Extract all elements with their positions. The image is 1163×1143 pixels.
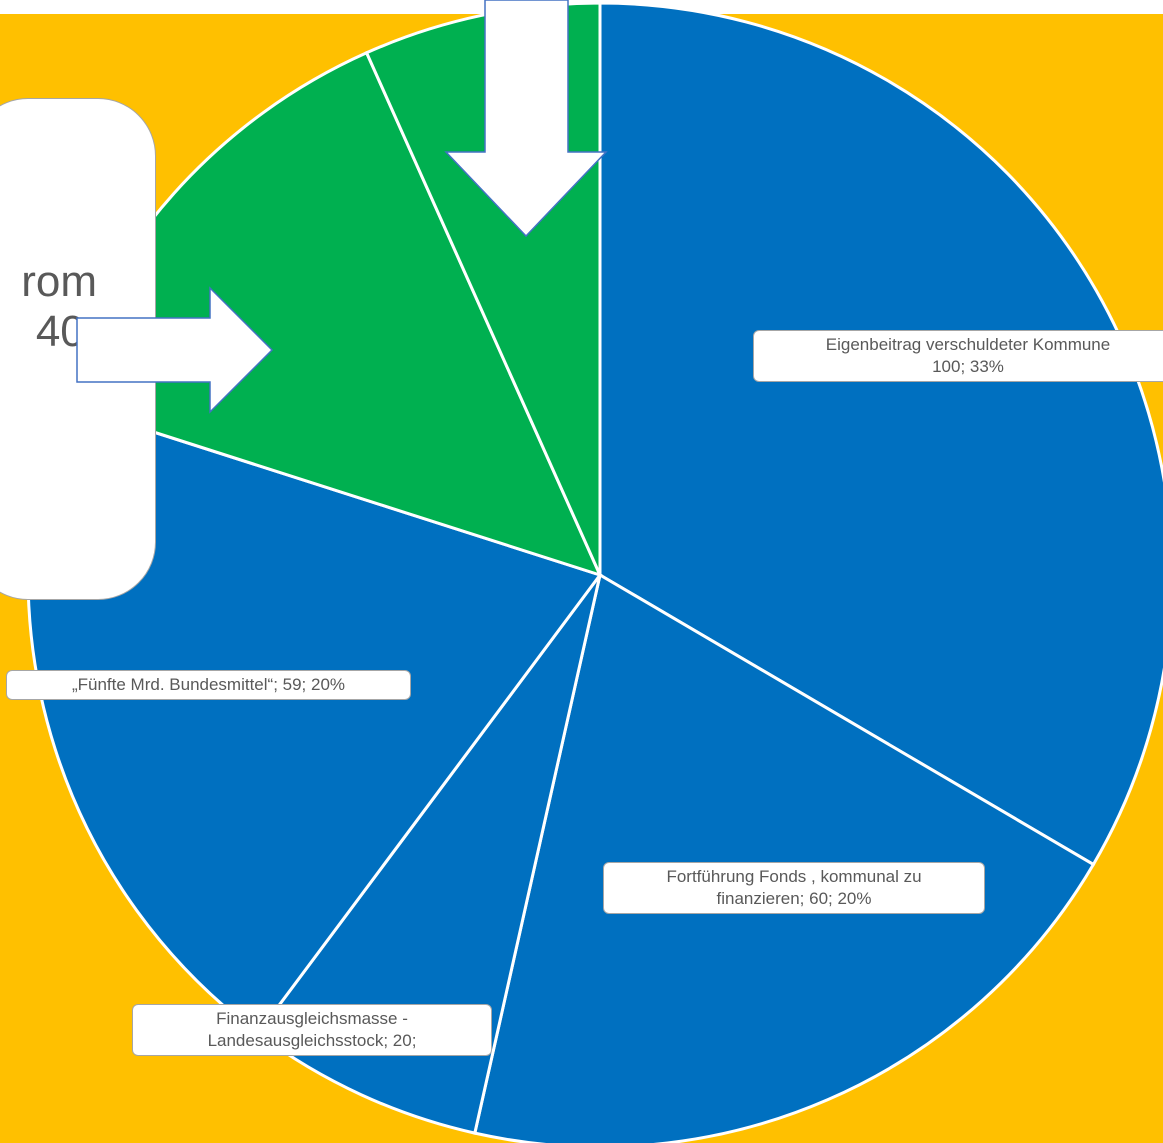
data-label-fortfuehrung-line-2: finanzieren; 60; 20% — [716, 889, 872, 908]
callout-box: rom 40; — [0, 98, 156, 600]
data-label-fortfuehrung: Fortführung Fonds , kommunal zu finanzie… — [603, 862, 985, 914]
callout-text: rom 40; — [21, 257, 97, 357]
data-label-eigenbeitrag-line-2: 100; 33% — [932, 357, 1004, 376]
arrow-down-icon — [444, 0, 608, 238]
data-label-eigenbeitrag: Eigenbeitrag verschuldeter Kommune 100; … — [753, 330, 1163, 382]
data-label-eigenbeitrag-line-1: Eigenbeitrag verschuldeter Kommune — [825, 335, 1111, 354]
data-label-fortfuehrung-line-1: Fortführung Fonds , kommunal zu — [666, 867, 922, 886]
data-label-fuenfte: „Fünfte Mrd. Bundesmittel“; 59; 20% — [6, 670, 411, 700]
callout-line-2: 40; — [35, 307, 97, 356]
pie-slice-1 — [598, 1, 1163, 867]
data-label-finanzausgleich: Finanzausgleichsmasse - Landesausgleichs… — [132, 1004, 492, 1056]
data-label-finanzausgleich-line-1: Finanzausgleichsmasse - — [216, 1009, 408, 1028]
callout-line-1: rom — [21, 257, 97, 306]
data-label-fuenfte-line-1: „Fünfte Mrd. Bundesmittel“; 59; 20% — [71, 675, 346, 694]
pie-slice-2 — [473, 572, 1096, 1143]
data-label-finanzausgleich-line-2: Landesausgleichsstock; 20; — [207, 1031, 417, 1050]
